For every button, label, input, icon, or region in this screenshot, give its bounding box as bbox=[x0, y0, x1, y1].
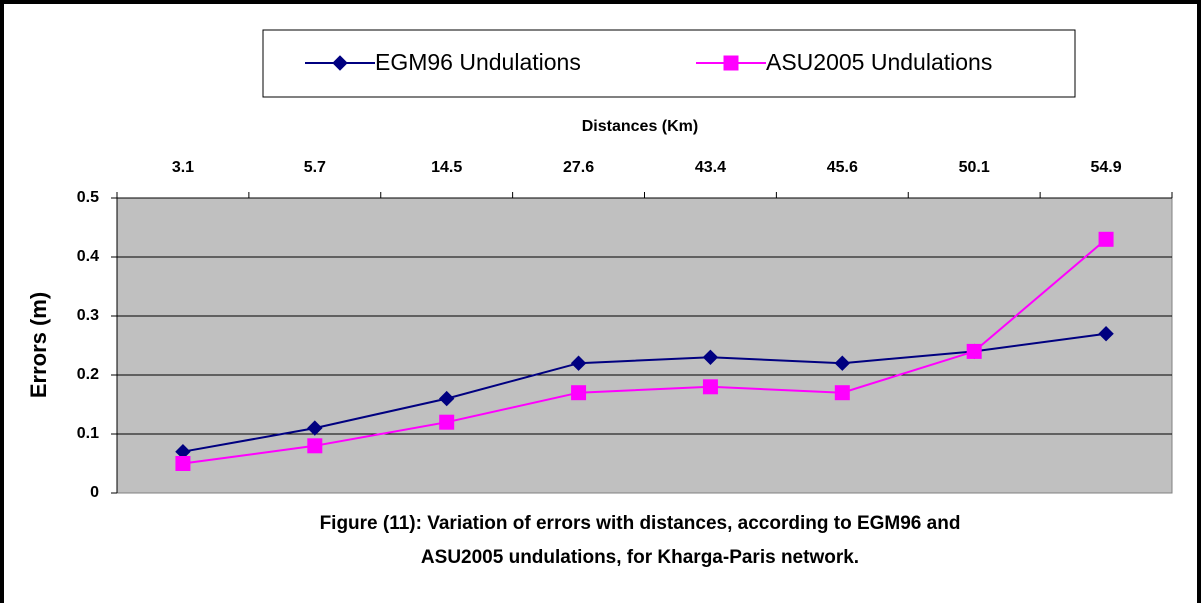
y-tick-label: 0.4 bbox=[77, 248, 99, 265]
x-tick-label: 3.1 bbox=[172, 159, 194, 176]
data-point bbox=[834, 385, 850, 401]
data-point bbox=[1098, 231, 1114, 247]
caption: ASU2005 undulations, for Kharga-Paris ne… bbox=[421, 547, 859, 568]
x-tick-label: 45.6 bbox=[827, 159, 858, 176]
data-point bbox=[439, 414, 455, 430]
data-point bbox=[966, 343, 982, 359]
x-tick-label: 43.4 bbox=[695, 159, 726, 176]
y-tick-label: 0.5 bbox=[77, 189, 99, 206]
legend-marker bbox=[723, 55, 739, 71]
data-point bbox=[570, 355, 587, 371]
y-tick-label: 0.1 bbox=[77, 425, 99, 442]
data-point bbox=[834, 355, 851, 371]
data-point bbox=[307, 420, 323, 436]
y-tick-label: 0 bbox=[90, 484, 99, 501]
series-line bbox=[182, 332, 1107, 453]
x-tick-label: 5.7 bbox=[304, 159, 326, 176]
data-point bbox=[307, 438, 323, 454]
data-point bbox=[702, 349, 719, 366]
legend-label: EGM96 Undulations bbox=[375, 49, 581, 75]
y-tick-label: 0.2 bbox=[77, 366, 99, 383]
x-tick-label: 14.5 bbox=[431, 159, 462, 176]
y-axis-title: Errors (m) bbox=[26, 292, 51, 398]
y-tick-label: 0.3 bbox=[77, 307, 99, 324]
x-tick-label: 50.1 bbox=[959, 159, 990, 176]
legend-box bbox=[262, 29, 1076, 98]
data-point bbox=[702, 379, 718, 395]
data-point bbox=[438, 390, 455, 407]
caption: Figure (11): Variation of errors with di… bbox=[320, 513, 961, 534]
x-axis-title: Distances (Km) bbox=[582, 118, 698, 135]
x-tick-label: 54.9 bbox=[1090, 159, 1121, 176]
data-point bbox=[175, 456, 191, 471]
series-line bbox=[182, 238, 1107, 465]
data-point bbox=[571, 385, 587, 401]
x-tick-label: 27.6 bbox=[563, 159, 594, 176]
data-point bbox=[1098, 325, 1114, 342]
legend-marker bbox=[332, 55, 348, 71]
legend-label: ASU2005 Undulations bbox=[766, 49, 992, 75]
